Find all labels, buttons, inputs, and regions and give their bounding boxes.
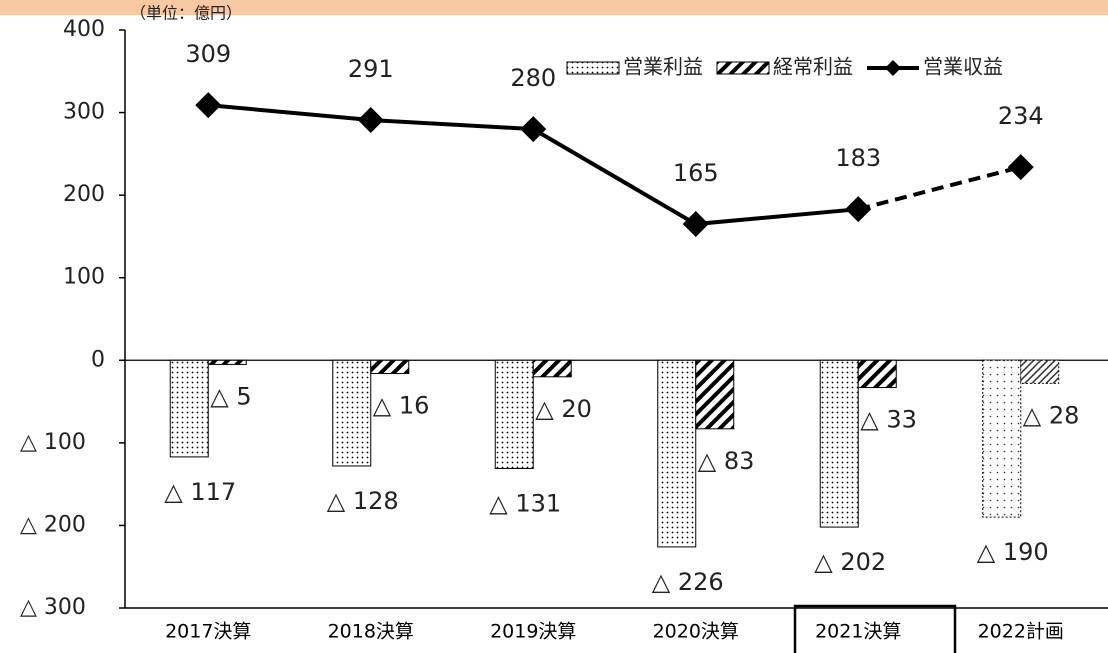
bar [695,359,735,430]
data-label: △ 33 [860,406,917,434]
legend-swatch [566,61,620,75]
legend-swatch [716,61,770,75]
line-plan [857,165,1022,212]
data-label: 280 [510,64,556,92]
data-label: △ 16 [373,391,430,419]
data-label: △ 117 [164,478,236,506]
marker [357,107,384,134]
data-label: △ 190 [977,538,1049,566]
data-label: 291 [348,55,394,83]
x-tick-label: 2021決算 [815,621,901,643]
data-label: △ 83 [698,447,755,475]
bar [857,359,897,389]
bar [982,359,1022,518]
bar [1020,359,1060,384]
bar [370,359,410,374]
y-tick-label: 0 [91,347,105,372]
marker [845,196,872,223]
bar [332,359,372,467]
x-tick-label: 2022計画 [978,621,1064,643]
bar [657,359,697,548]
data-label: △ 20 [535,395,592,423]
bar [819,359,859,528]
bar [494,359,534,469]
marker [520,116,547,143]
data-label: 309 [185,40,231,68]
legend-label: 営業収益 [923,55,1003,79]
data-label: △ 128 [327,487,399,515]
legend-label: 営業利益 [623,55,703,79]
legend-marker [885,60,901,76]
data-label: △ 28 [1023,401,1080,429]
x-tick-label: 2020決算 [653,621,739,643]
x-tick-label: 2019決算 [490,621,576,643]
y-tick-label: 300 [63,100,105,125]
data-label: △ 5 [210,382,251,410]
y-tick-label: △ 300 [20,595,86,620]
legend-label: 経常利益 [773,55,853,79]
data-label: 183 [835,144,881,172]
y-tick-label: 400 [63,17,105,42]
data-label: △ 202 [814,548,886,576]
marker [195,92,222,119]
unit-label: （単位：億円） [130,4,242,23]
bar [532,359,572,378]
marker [1007,154,1034,181]
data-label: 165 [673,159,719,187]
highlight-box [793,604,957,653]
bar [207,359,247,365]
x-tick-label: 2017決算 [165,621,251,643]
top-band [0,0,1108,15]
data-label: △ 226 [652,568,724,596]
y-tick-label: △ 200 [20,512,86,537]
y-tick-label: 200 [63,182,105,207]
data-label: 234 [998,102,1044,130]
bar [169,359,209,458]
legend-bg [565,52,1105,86]
data-label: △ 131 [489,489,561,517]
y-tick-label: 100 [63,265,105,290]
y-tick-label: △ 100 [20,430,86,455]
marker [682,211,709,238]
x-tick-label: 2018決算 [328,621,414,643]
